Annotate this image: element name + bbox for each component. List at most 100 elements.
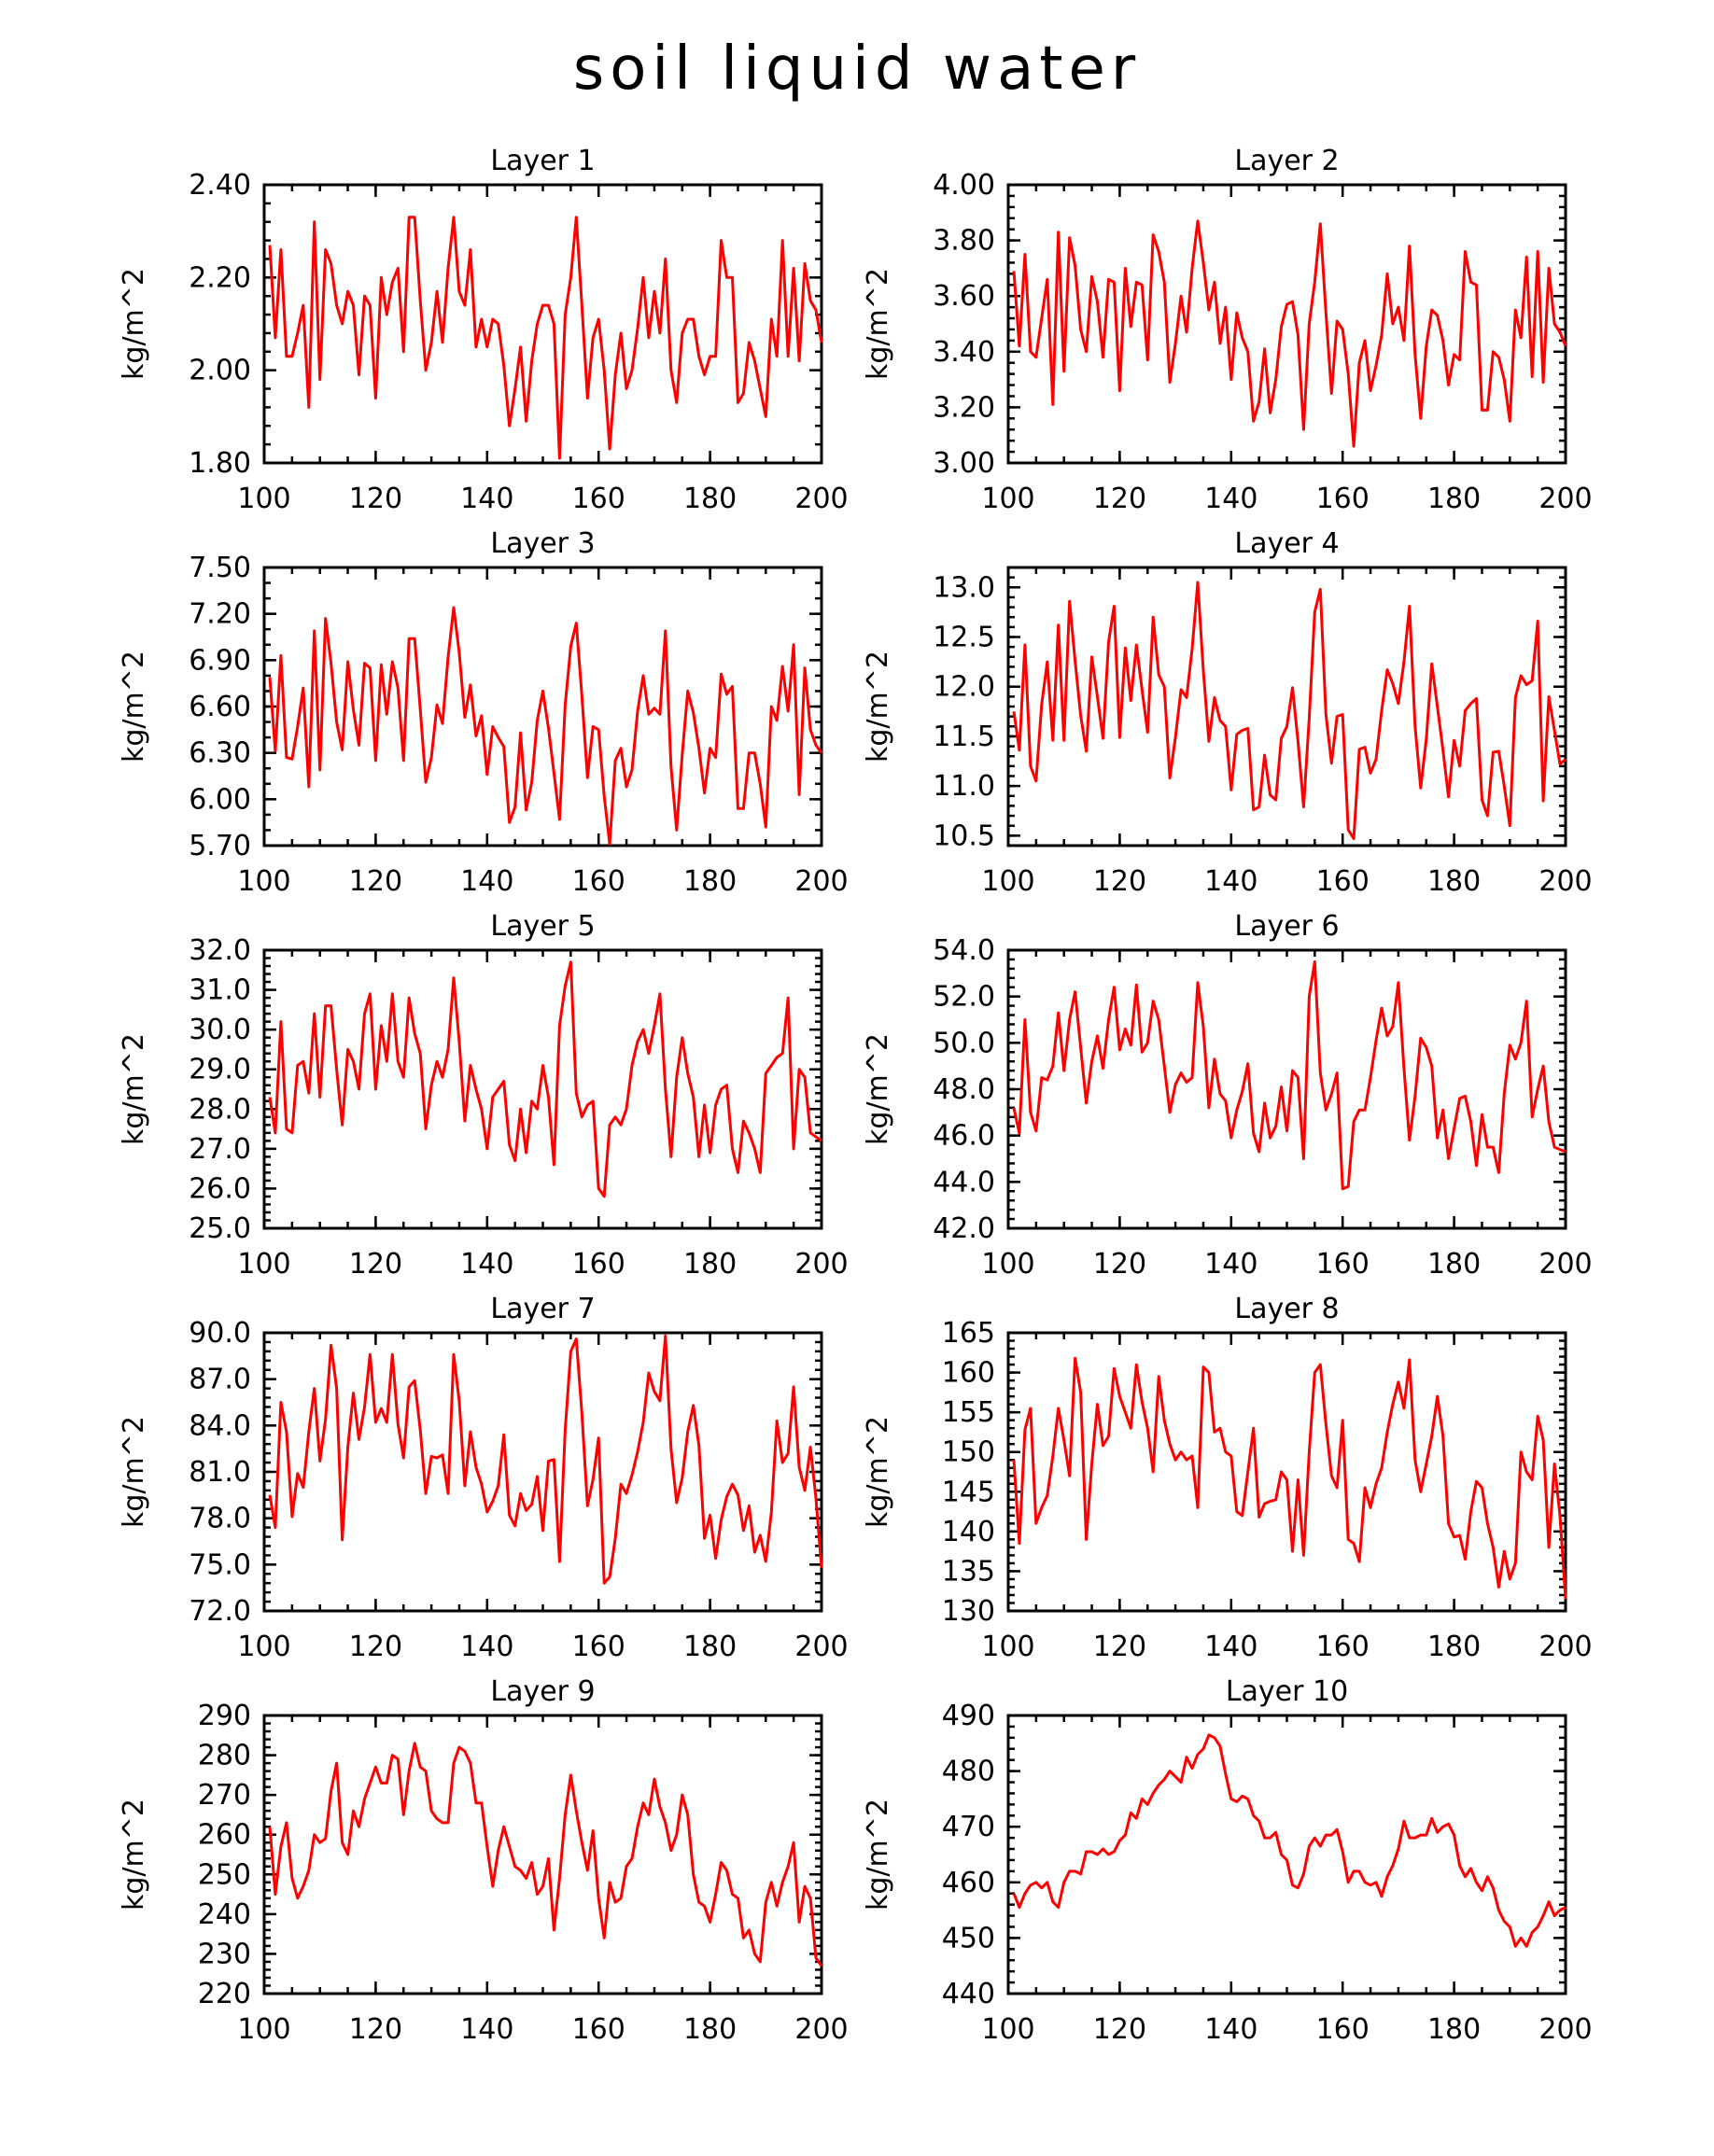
x-tick-label: 120 [349, 1248, 402, 1281]
y-tick-label: 3.80 [933, 225, 995, 258]
series-line [268, 1742, 823, 1967]
y-tick-label: 490 [942, 1700, 995, 1732]
x-tick-label: 120 [1093, 1248, 1146, 1281]
y-tick-label: 3.20 [933, 391, 995, 424]
y-tick-label: 165 [942, 1317, 995, 1350]
y-tick-label: 46.0 [933, 1120, 995, 1153]
panel-title: Layer 1 [490, 145, 595, 177]
chart-panel-4: Layer 4 kg/m^2 10.5 11.0 11.5 12.0 12.5 13.0 100… [862, 527, 1593, 898]
y-tick-label: 3.60 [933, 280, 995, 313]
x-tick-label: 200 [1538, 483, 1592, 515]
y-tick-label: 28.0 [189, 1093, 251, 1126]
y-tick-label: 87.0 [189, 1364, 251, 1396]
y-tick-label: 32.0 [189, 934, 251, 967]
panel-title: Layer 6 [1234, 910, 1339, 943]
y-tick-label: 470 [942, 1811, 995, 1843]
x-tick-label: 160 [572, 865, 625, 898]
y-tick-label: 12.5 [933, 622, 995, 654]
y-tick-label: 135 [942, 1555, 995, 1588]
y-tick-label: 12.0 [933, 671, 995, 704]
y-tick-label: 30.0 [189, 1014, 251, 1046]
y-axis-label: kg/m^2 [862, 1416, 894, 1528]
plot-frame [1006, 1714, 1567, 1995]
x-tick-label: 200 [1538, 2013, 1592, 2046]
y-axis-label: kg/m^2 [862, 268, 894, 380]
y-tick-label: 3.00 [933, 447, 995, 480]
x-tick-label: 180 [683, 1631, 737, 1663]
y-axis-label: kg/m^2 [118, 1799, 150, 1911]
chart-panel-1: Layer 1 kg/m^2 1.80 2.00 2.20 2.40 100 120 140 16… [118, 145, 849, 515]
x-tick-label: 120 [349, 2013, 402, 2046]
y-axis-label: kg/m^2 [118, 1033, 150, 1145]
panel-title: Layer 4 [1234, 527, 1339, 560]
y-tick-label: 29.0 [189, 1054, 251, 1086]
x-tick-label: 140 [460, 1248, 513, 1281]
y-tick-label: 27.0 [189, 1133, 251, 1166]
y-tick-label: 4.00 [933, 169, 995, 202]
chart-panel-10: Layer 10 kg/m^2 440 450 460 470 480 490 100 120 14… [862, 1675, 1593, 2046]
series-line [268, 960, 822, 1198]
y-tick-label: 270 [198, 1779, 251, 1812]
plot-frame [262, 1714, 823, 1995]
x-tick-label: 140 [1204, 483, 1257, 515]
plot-frame [262, 183, 823, 465]
y-axis-label: kg/m^2 [862, 1799, 894, 1911]
y-tick-label: 13.0 [933, 571, 995, 604]
series-line [1012, 581, 1566, 840]
y-tick-label: 6.00 [189, 783, 251, 816]
y-tick-label: 140 [942, 1516, 995, 1548]
panel-title: Layer 8 [1234, 1293, 1339, 1325]
x-tick-label: 120 [1093, 865, 1146, 898]
plot-frame [1006, 1331, 1567, 1613]
panel-title: Layer 5 [490, 910, 595, 943]
y-axis-label: kg/m^2 [118, 268, 150, 380]
y-tick-label: 10.5 [933, 819, 995, 852]
y-tick-label: 81.0 [189, 1456, 251, 1489]
y-tick-label: 90.0 [189, 1317, 251, 1350]
x-tick-label: 160 [572, 1248, 625, 1281]
x-tick-label: 140 [460, 865, 513, 898]
y-tick-label: 480 [942, 1756, 995, 1788]
x-tick-label: 100 [981, 1631, 1034, 1663]
panel-title: Layer 10 [1226, 1675, 1348, 1708]
x-tick-label: 120 [349, 865, 402, 898]
y-tick-label: 3.40 [933, 336, 995, 369]
x-tick-label: 180 [1427, 2013, 1481, 2046]
plot-frame [262, 948, 823, 1230]
y-tick-label: 145 [942, 1476, 995, 1508]
plot-frame [1006, 948, 1567, 1230]
x-tick-label: 100 [981, 483, 1034, 515]
y-tick-label: 25.0 [189, 1212, 251, 1245]
x-tick-label: 160 [572, 2013, 625, 2046]
x-tick-label: 200 [1538, 1631, 1592, 1663]
y-tick-label: 460 [942, 1867, 995, 1899]
panel-title: Layer 2 [1234, 145, 1339, 177]
y-tick-label: 240 [198, 1898, 251, 1931]
x-tick-label: 140 [460, 1631, 513, 1663]
plot-frame [1006, 566, 1567, 847]
x-tick-label: 140 [460, 2013, 513, 2046]
y-tick-label: 2.20 [189, 261, 251, 294]
y-tick-label: 31.0 [189, 974, 251, 1007]
y-tick-label: 250 [198, 1858, 251, 1891]
x-tick-label: 200 [794, 483, 848, 515]
x-tick-label: 100 [237, 2013, 290, 2046]
x-tick-label: 100 [237, 865, 290, 898]
x-tick-label: 200 [1538, 1248, 1592, 1281]
series-line [1012, 1356, 1567, 1600]
y-tick-label: 2.00 [189, 355, 251, 387]
x-tick-label: 180 [683, 483, 737, 515]
x-tick-label: 120 [349, 483, 402, 515]
x-tick-label: 160 [1316, 865, 1370, 898]
x-tick-label: 120 [1093, 483, 1146, 515]
x-tick-label: 160 [1316, 483, 1370, 515]
plot-frame [1006, 183, 1567, 465]
x-tick-label: 160 [572, 1631, 625, 1663]
y-tick-label: 84.0 [189, 1409, 251, 1442]
y-tick-label: 11.0 [933, 770, 995, 803]
y-tick-label: 44.0 [933, 1166, 995, 1198]
x-tick-label: 180 [683, 2013, 737, 2046]
y-axis-label: kg/m^2 [862, 1033, 894, 1145]
y-tick-label: 50.0 [933, 1027, 995, 1059]
x-tick-label: 180 [1427, 1631, 1481, 1663]
